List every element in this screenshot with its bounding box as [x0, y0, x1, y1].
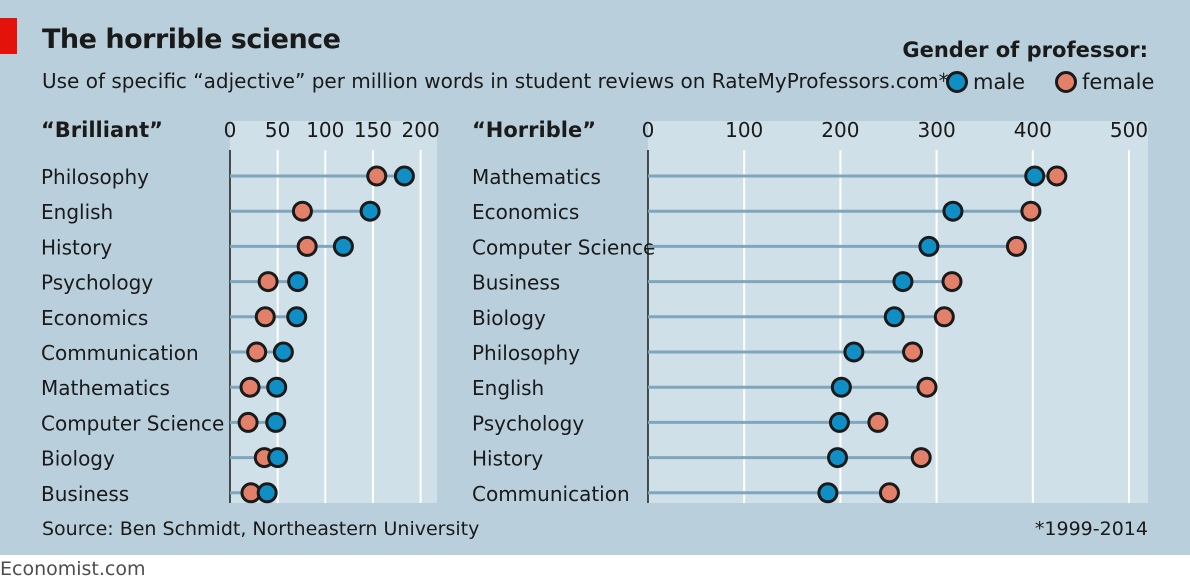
- female-point: [239, 376, 261, 398]
- x-tick-label: 50: [265, 118, 290, 142]
- male-point: [393, 165, 415, 187]
- category-label: Biology: [41, 447, 115, 471]
- category-label: Economics: [41, 306, 148, 330]
- category-label: Mathematics: [41, 376, 170, 400]
- legend-male-label: male: [973, 70, 1026, 94]
- male-point: [817, 482, 839, 504]
- category-label: Philosophy: [472, 341, 580, 365]
- female-point: [941, 271, 963, 293]
- dot-plot-chart: 0 50 100 150 200 “Brilliant” Philosophy English…: [41, 118, 1148, 506]
- male-point: [266, 376, 288, 398]
- category-label: Business: [472, 271, 560, 295]
- male-point: [918, 235, 940, 257]
- source-note: Source: Ben Schmidt, Northeastern Univer…: [42, 518, 480, 540]
- legend-title: Gender of professor:: [902, 38, 1148, 62]
- male-point: [332, 235, 354, 257]
- female-point: [246, 341, 268, 363]
- female-point: [1046, 165, 1068, 187]
- category-label: Communication: [41, 341, 199, 365]
- x-tick-label: 0: [224, 118, 237, 142]
- male-point: [287, 271, 309, 293]
- footnote: *1999-2014: [1034, 518, 1148, 540]
- male-point: [892, 271, 914, 293]
- male-point: [256, 482, 278, 504]
- male-point: [359, 200, 381, 222]
- panel-label: “Brilliant”: [41, 118, 163, 142]
- brand-label: Economist.com: [0, 558, 146, 580]
- female-point: [291, 200, 313, 222]
- female-point: [296, 235, 318, 257]
- female-point: [878, 482, 900, 504]
- category-label: English: [41, 200, 113, 224]
- male-point: [830, 376, 852, 398]
- red-accent-tag: [0, 18, 17, 54]
- male-point: [942, 200, 964, 222]
- panel-label: “Horrible”: [472, 118, 596, 142]
- female-point: [933, 306, 955, 328]
- category-label: Economics: [472, 200, 579, 224]
- male-dot-icon: [946, 71, 968, 93]
- chart-title: The horrible science: [42, 24, 341, 55]
- category-label: Computer Science: [41, 411, 224, 435]
- female-dot-icon: [1055, 71, 1077, 93]
- x-tick-label: 300: [918, 118, 956, 142]
- male-point: [267, 447, 289, 469]
- category-label: Psychology: [41, 271, 153, 295]
- category-label: Business: [41, 482, 129, 506]
- x-tick-label: 500: [1110, 118, 1148, 142]
- x-tick-label: 400: [1014, 118, 1052, 142]
- male-point: [827, 447, 849, 469]
- female-point: [910, 447, 932, 469]
- category-label: Biology: [472, 306, 546, 330]
- category-label: History: [472, 447, 543, 471]
- legend-item-female: female: [1055, 70, 1154, 94]
- male-point: [286, 306, 308, 328]
- male-point: [883, 306, 905, 328]
- category-label: History: [41, 235, 112, 259]
- legend-female-label: female: [1082, 70, 1155, 94]
- male-point: [272, 341, 294, 363]
- x-tick-label: 100: [725, 118, 763, 142]
- female-point: [366, 165, 388, 187]
- female-point: [1005, 235, 1027, 257]
- female-point: [867, 411, 889, 433]
- female-point: [254, 306, 276, 328]
- female-point: [237, 411, 259, 433]
- category-label: Philosophy: [41, 165, 149, 189]
- female-point: [902, 341, 924, 363]
- x-tick-label: 200: [402, 118, 440, 142]
- category-label: English: [472, 376, 544, 400]
- x-tick-label: 100: [306, 118, 344, 142]
- category-label: Computer Science: [472, 235, 655, 259]
- chart-subtitle: Use of specific “adjective” per million …: [42, 69, 949, 93]
- category-label: Psychology: [472, 411, 584, 435]
- female-point: [916, 376, 938, 398]
- category-label: Communication: [472, 482, 630, 506]
- female-point: [1020, 200, 1042, 222]
- x-tick-label: 0: [642, 118, 655, 142]
- category-label: Mathematics: [472, 165, 601, 189]
- legend-item-male: male: [946, 70, 1025, 94]
- x-tick-label: 150: [354, 118, 392, 142]
- x-tick-label: 200: [821, 118, 859, 142]
- male-point: [843, 341, 865, 363]
- male-point: [265, 411, 287, 433]
- male-point: [1024, 165, 1046, 187]
- male-point: [828, 411, 850, 433]
- female-point: [257, 271, 279, 293]
